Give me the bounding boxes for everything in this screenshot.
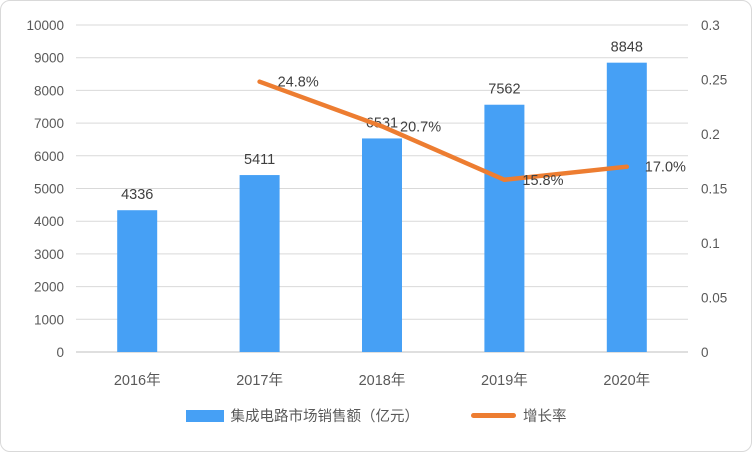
y-axis-left-tick-label: 7000 <box>34 116 64 131</box>
y-axis-left-tick-label: 0 <box>56 345 64 360</box>
y-axis-right-tick-label: 0.1 <box>701 236 720 251</box>
bar-series-label: 集成电路市场销售额（亿元） <box>230 409 420 425</box>
growth-rate-line[interactable] <box>257 79 630 183</box>
bar-2018年[interactable] <box>362 138 402 352</box>
y-axis-left-tick-label: 5000 <box>34 182 64 197</box>
legend-item-growth-rate[interactable]: 增长率 <box>471 405 567 426</box>
line-value-label: 20.7% <box>400 119 441 135</box>
chart-plot-area: 0 1000 2000 3000 4000 5000 6000 7000 8000 9000 100… <box>26 18 727 389</box>
bar-value-label: 7562 <box>488 82 520 98</box>
bar-value-label: 4336 <box>121 187 153 203</box>
y-axis-right-tick-label: 0.3 <box>701 18 720 33</box>
y-axis-right-tick-label: 0.15 <box>701 182 727 197</box>
y-axis-right-tick-label: 0 <box>701 345 709 360</box>
y-axis-right-tick-label: 0.05 <box>701 291 727 306</box>
line-value-label: 17.0% <box>645 160 686 176</box>
y-axis-right-tick-label: 0.2 <box>701 127 720 142</box>
y-axis-left-tick-label: 8000 <box>34 83 64 98</box>
x-axis-category-label: 2019年 <box>481 372 528 389</box>
y-axis-left-tick-label: 2000 <box>34 280 64 295</box>
y-axis-left-tick-label: 4000 <box>34 214 64 229</box>
bar-2016年[interactable] <box>117 210 158 352</box>
x-axis-category-label: 2018年 <box>359 372 406 389</box>
bar-series-swatch-icon <box>185 409 224 422</box>
line-value-label: 15.8% <box>522 173 563 189</box>
y-axis-left-tick-label: 3000 <box>34 247 64 262</box>
line-value-label: 24.8% <box>278 75 319 91</box>
bar-2020年[interactable] <box>606 62 647 352</box>
x-axis-category-label: 2017年 <box>236 372 283 389</box>
y-axis-left-tick-label: 10000 <box>26 18 64 33</box>
legend: 集成电路市场销售额（亿元） 增长率 <box>1 405 751 426</box>
y-axis-left-tick-label: 6000 <box>34 149 64 164</box>
bar-value-label: 8848 <box>611 40 643 56</box>
x-axis-category-label: 2020年 <box>603 372 650 389</box>
bar-value-label: 5411 <box>244 152 275 168</box>
y-axis-right-tick-label: 0.25 <box>701 73 727 88</box>
bar-2019年[interactable] <box>484 104 525 353</box>
line-series-label: 增长率 <box>523 409 567 425</box>
bar-2017年[interactable] <box>239 175 280 352</box>
y-axis-left-tick-label: 9000 <box>34 51 64 66</box>
line-series-swatch-icon <box>471 413 516 418</box>
y-axis-left-tick-label: 1000 <box>34 312 64 327</box>
legend-item-sales[interactable]: 集成电路市场销售额（亿元） <box>185 405 420 426</box>
x-axis-category-label: 2016年 <box>114 372 161 389</box>
